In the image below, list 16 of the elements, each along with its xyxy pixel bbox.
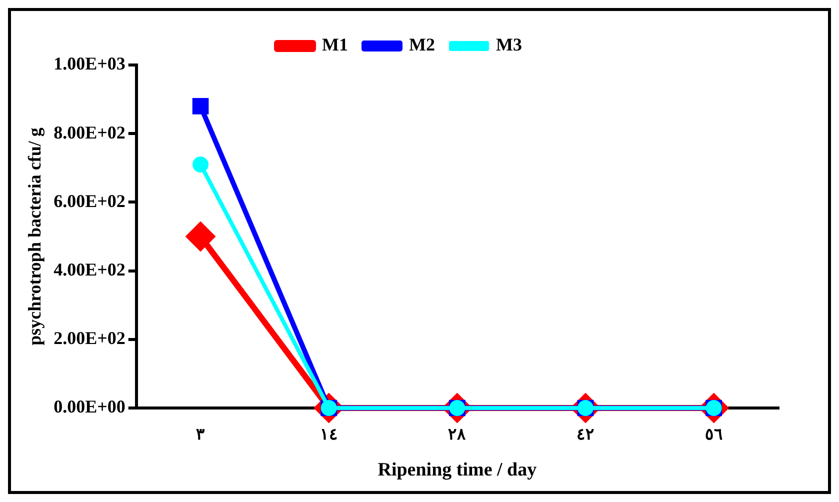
x-tick-label: ٥٦ bbox=[704, 426, 723, 444]
x-tick-label: ٤٢ bbox=[576, 426, 595, 444]
x-axis-title: Ripening time / day bbox=[378, 460, 538, 481]
y-tick-label: 0.00E+00 bbox=[54, 396, 126, 417]
x-tick-label: ١٤ bbox=[320, 426, 338, 444]
legend-label: M2 bbox=[409, 34, 436, 55]
y-axis-title: psychrotroph bacteria cfu/ g bbox=[24, 128, 44, 346]
legend-label: M1 bbox=[322, 34, 348, 55]
y-tick-label: 1.00E+03 bbox=[54, 54, 126, 74]
x-tick-label: ٣ bbox=[196, 426, 206, 444]
y-tick-label: 8.00E+02 bbox=[54, 122, 126, 142]
y-tick-label: 2.00E+02 bbox=[54, 328, 126, 348]
y-tick-label: 6.00E+02 bbox=[54, 190, 126, 211]
y-tick-label: 4.00E+02 bbox=[54, 259, 126, 280]
x-tick-label: ٢٨ bbox=[448, 426, 466, 444]
legend-label: M3 bbox=[496, 34, 522, 55]
